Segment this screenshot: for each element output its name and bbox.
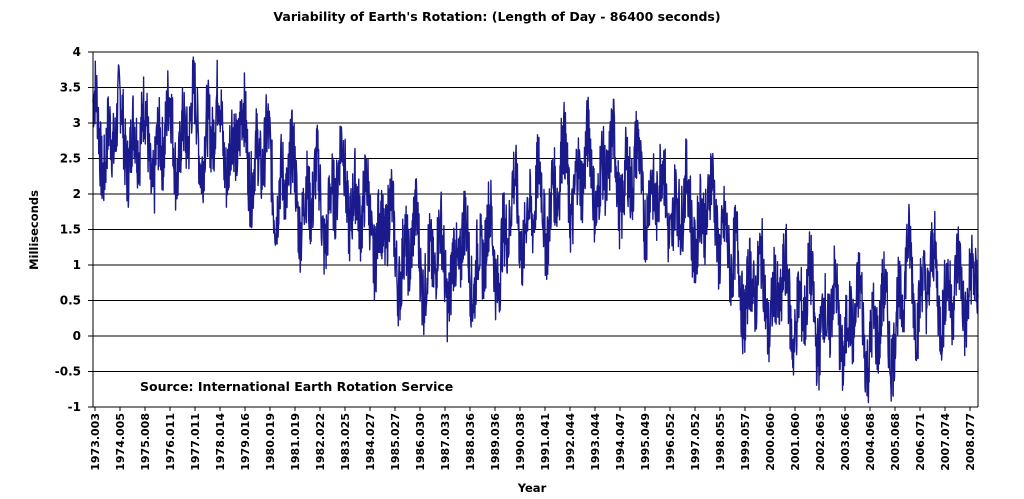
y-tick-label: 0.5	[60, 294, 81, 308]
x-tick-label: 1993.044	[589, 413, 602, 471]
x-tick-label: 1973.003	[89, 413, 102, 471]
chart-title: Variability of Earth's Rotation: (Length…	[273, 9, 720, 24]
x-tick-label: 1974.005	[114, 413, 127, 471]
x-tick-label: 1986.030	[414, 413, 427, 471]
x-tick-label: 1984.027	[364, 413, 377, 471]
x-axis-label: Year	[517, 481, 547, 495]
x-tick-label: 1999.057	[739, 413, 752, 471]
x-tick-labels: 1973.003 1974.005 1975.008 1976.011 1977.011…	[89, 413, 977, 471]
x-tick-label: 2006.071	[914, 413, 927, 471]
x-tick-label: 2001.060	[789, 413, 802, 471]
x-tick-label: 1980.019	[264, 413, 277, 471]
x-tick-label: 1991.041	[539, 413, 552, 471]
x-tick-label: 1988.036	[464, 413, 477, 471]
y-tick-labels: 4 3.5 3 2.5 2 1.5 1 0.5 0 -0.5 -1	[55, 45, 81, 414]
plot-series	[92, 56, 979, 404]
x-tick-label: 1981.019	[289, 413, 302, 471]
x-tick-label: 1992.044	[564, 413, 577, 471]
x-tick-label: 1997.052	[689, 413, 702, 471]
y-tick-label: 3.5	[60, 81, 81, 95]
series-line	[92, 56, 979, 404]
x-tick-label: 2007.074	[939, 413, 952, 471]
x-tick-label: 2003.066	[839, 413, 852, 471]
x-tick-label: 2005.068	[889, 413, 902, 471]
x-tick-label: 2004.068	[864, 413, 877, 471]
y-tick-label: 2.5	[60, 152, 81, 166]
y-tick-label: 0	[73, 329, 81, 343]
y-tick-label: -0.5	[55, 365, 81, 379]
axes	[88, 51, 979, 411]
y-axis-label: Milliseconds	[27, 190, 41, 270]
x-tick-label: 1987.033	[439, 413, 452, 471]
x-tick-label: 1979.016	[239, 413, 252, 471]
x-tick-label: 2008.077	[964, 413, 977, 471]
y-tick-label: 3	[73, 116, 81, 130]
source-annotation: Source: International Earth Rotation Ser…	[140, 379, 453, 394]
x-tick-label: 1994.047	[614, 413, 627, 471]
x-tick-label: 2000.060	[764, 413, 777, 471]
y-tick-label: -1	[68, 400, 81, 414]
x-tick-label: 1998.055	[714, 413, 727, 471]
x-tick-label: 1983.025	[339, 413, 352, 471]
x-tick-label: 1977.011	[189, 413, 202, 471]
y-tick-label: 4	[73, 45, 81, 59]
x-tick-label: 2002.063	[814, 413, 827, 471]
y-tick-label: 1.5	[60, 223, 81, 237]
x-tick-label: 1989.036	[489, 413, 502, 471]
x-tick-label: 1975.008	[139, 413, 152, 471]
x-tick-label: 1996.052	[664, 413, 677, 471]
x-tick-label: 1995.049	[639, 413, 652, 471]
x-tick-label: 1982.022	[314, 413, 327, 471]
x-tick-label: 1990.038	[514, 413, 527, 471]
x-tick-label: 1985.027	[389, 413, 402, 471]
y-tick-label: 1	[73, 258, 81, 272]
y-tick-label: 2	[73, 187, 81, 201]
x-tick-label: 1976.011	[164, 413, 177, 471]
x-tick-label: 1978.014	[214, 413, 227, 471]
